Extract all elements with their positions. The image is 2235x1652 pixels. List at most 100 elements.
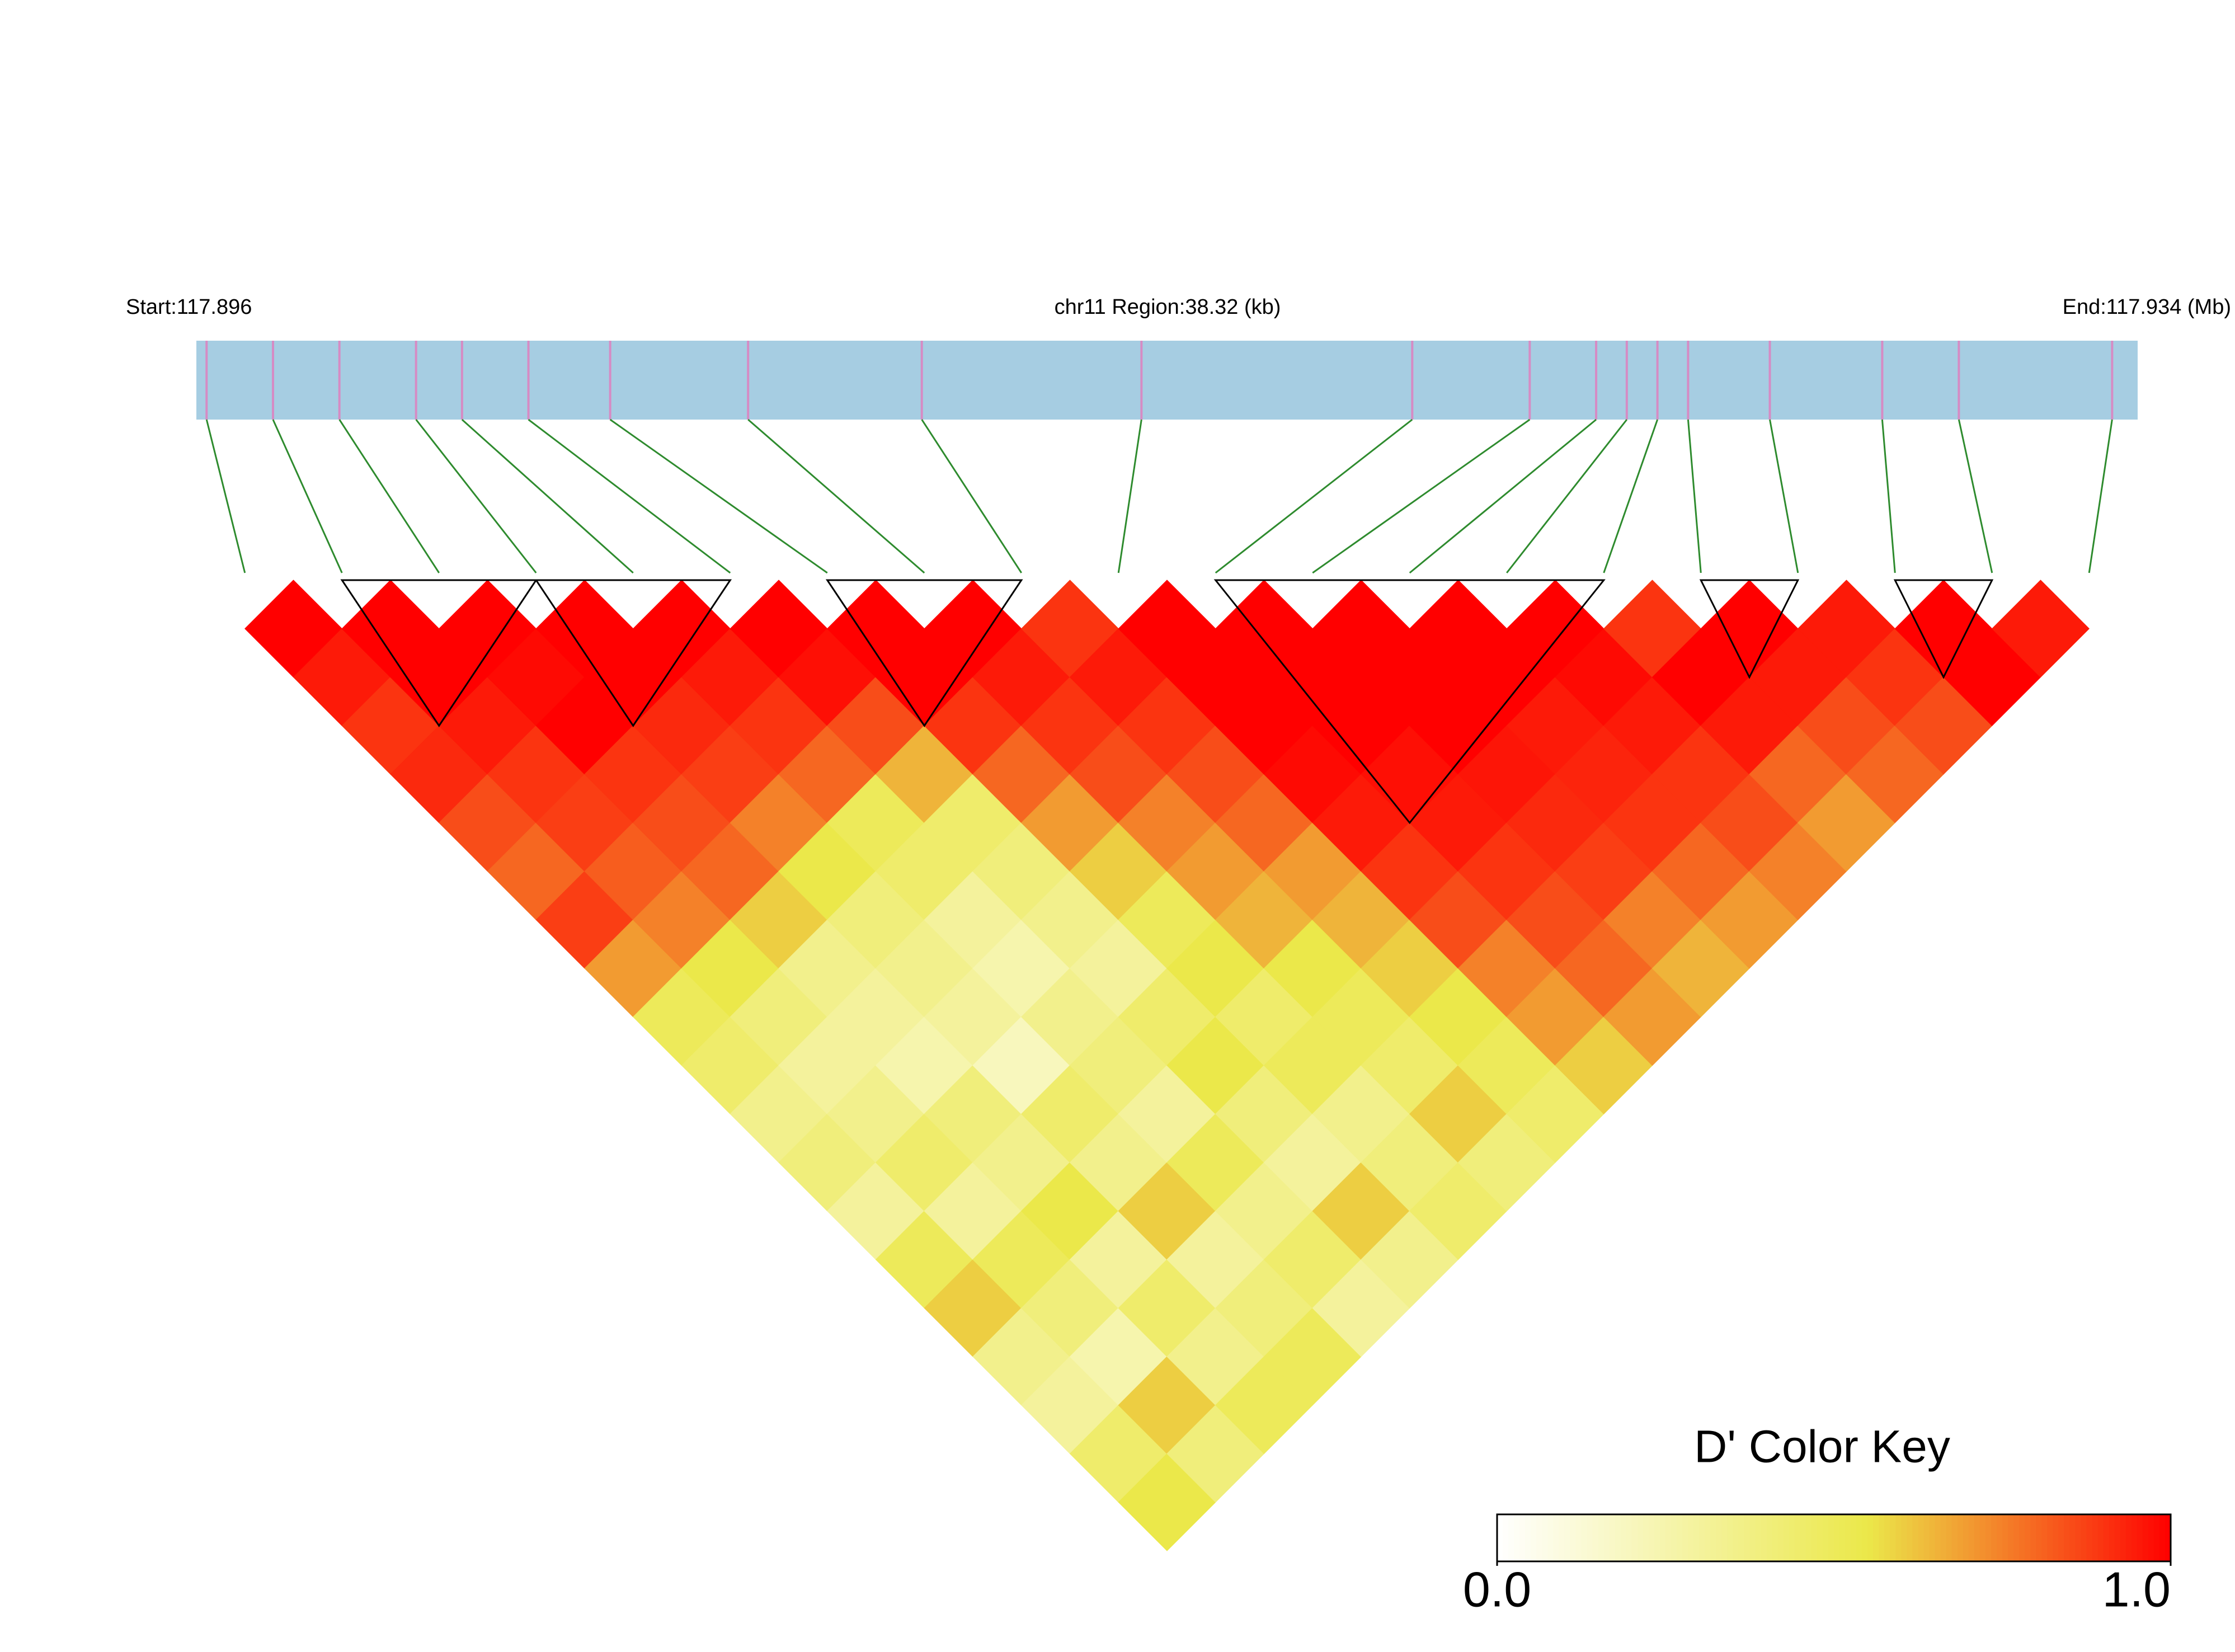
- key-swatch: [2053, 1514, 2059, 1561]
- key-swatch: [1643, 1514, 1649, 1561]
- ld-cell: [1992, 580, 2090, 678]
- key-swatch: [1761, 1514, 1767, 1561]
- key-swatch: [1817, 1514, 1823, 1561]
- key-swatch: [1811, 1514, 1818, 1561]
- key-tick-label: 0.0: [1463, 1561, 1531, 1617]
- key-swatch: [2041, 1514, 2048, 1561]
- key-swatch: [1879, 1514, 1885, 1561]
- key-swatch: [1665, 1514, 1672, 1561]
- key-swatch: [2058, 1514, 2065, 1561]
- end-label: End:117.934 (Mb): [2063, 295, 2231, 319]
- key-swatch: [1531, 1514, 1537, 1561]
- key-swatch: [1912, 1514, 1919, 1561]
- key-swatch: [1918, 1514, 1925, 1561]
- key-swatch: [1862, 1514, 1869, 1561]
- ld-block: [1699, 579, 1800, 679]
- key-swatch: [2097, 1514, 2104, 1561]
- key-swatch: [1856, 1514, 1863, 1561]
- key-swatch: [2002, 1514, 2009, 1561]
- key-swatch: [1671, 1514, 1678, 1561]
- key-swatch: [1733, 1514, 1739, 1561]
- key-swatch: [2030, 1514, 2037, 1561]
- key-swatch: [1772, 1514, 1778, 1561]
- key-swatch: [1547, 1514, 1554, 1561]
- snp-link: [1312, 418, 1531, 574]
- key-swatch: [1957, 1514, 1964, 1561]
- key-swatch: [1570, 1514, 1577, 1561]
- key-swatch: [1766, 1514, 1773, 1561]
- start-label: Start:117.896: [126, 295, 252, 319]
- key-swatch: [1559, 1514, 1565, 1561]
- key-swatch: [2137, 1514, 2143, 1561]
- key-swatch: [2142, 1514, 2149, 1561]
- key-swatch: [2047, 1514, 2054, 1561]
- key-swatch: [1895, 1514, 1902, 1561]
- key-swatch: [2019, 1514, 2026, 1561]
- key-swatch: [1637, 1514, 1644, 1561]
- key-swatch: [1828, 1514, 1834, 1561]
- key-swatch: [1845, 1514, 1852, 1561]
- key-swatch: [1777, 1514, 1784, 1561]
- snp-link: [528, 418, 731, 574]
- key-swatch: [1693, 1514, 1700, 1561]
- key-swatch: [1710, 1514, 1717, 1561]
- key-swatch: [1749, 1514, 1756, 1561]
- key-swatch: [1603, 1514, 1610, 1561]
- snp-link: [205, 419, 246, 573]
- key-swatch: [2148, 1514, 2154, 1561]
- key-swatch: [1536, 1514, 1543, 1561]
- key-swatch: [1553, 1514, 1560, 1561]
- ld-block: [534, 579, 732, 727]
- snp-link: [747, 418, 925, 574]
- key-swatch: [1755, 1514, 1762, 1561]
- key-swatch: [1901, 1514, 1908, 1561]
- key-swatch: [1873, 1514, 1880, 1561]
- key-swatch: [1609, 1514, 1616, 1561]
- key-swatch: [2069, 1514, 2076, 1561]
- key-swatch: [1963, 1514, 1969, 1561]
- key-swatch: [1890, 1514, 1897, 1561]
- key-swatch: [1940, 1514, 1947, 1561]
- key-swatch: [1738, 1514, 1745, 1561]
- key-swatch: [2159, 1514, 2166, 1561]
- snp-link: [415, 419, 537, 573]
- key-swatch: [1867, 1514, 1874, 1561]
- key-swatch: [1587, 1514, 1593, 1561]
- region-title: chr11 Region:38.32 (kb): [1055, 295, 1281, 319]
- key-swatch: [1716, 1514, 1723, 1561]
- key-swatch: [2114, 1514, 2121, 1561]
- key-swatch: [2092, 1514, 2098, 1561]
- key-swatch: [1615, 1514, 1621, 1561]
- key-swatch: [1514, 1514, 1521, 1561]
- key-swatch: [1907, 1514, 1913, 1561]
- key-swatch: [1682, 1514, 1689, 1561]
- key-swatch: [1659, 1514, 1666, 1561]
- ld-block: [1213, 579, 1606, 825]
- key-swatch: [1822, 1514, 1829, 1561]
- snp-link: [1881, 419, 1896, 573]
- key-swatch: [2025, 1514, 2031, 1561]
- ld-block: [1893, 579, 1994, 679]
- snp-link: [461, 418, 634, 574]
- key-swatch: [1581, 1514, 1588, 1561]
- key-swatch: [1935, 1514, 1941, 1561]
- key-swatch: [1851, 1514, 1857, 1561]
- key-swatch: [2109, 1514, 2115, 1561]
- snp-link: [1603, 419, 1659, 573]
- key-swatch: [1929, 1514, 1936, 1561]
- key-swatch: [1497, 1514, 1504, 1561]
- ld-block: [340, 579, 538, 727]
- key-swatch: [1839, 1514, 1846, 1561]
- key-swatch: [2064, 1514, 2071, 1561]
- key-swatch: [1564, 1514, 1571, 1561]
- key-swatch: [2075, 1514, 2082, 1561]
- key-swatch: [1946, 1514, 1952, 1561]
- key-swatch: [1794, 1514, 1801, 1561]
- key-swatch: [1503, 1514, 1509, 1561]
- key-swatch: [1519, 1514, 1526, 1561]
- key-swatch: [1592, 1514, 1599, 1561]
- key-swatch: [2013, 1514, 2020, 1561]
- key-swatch: [1688, 1514, 1695, 1561]
- key-swatch: [1789, 1514, 1795, 1561]
